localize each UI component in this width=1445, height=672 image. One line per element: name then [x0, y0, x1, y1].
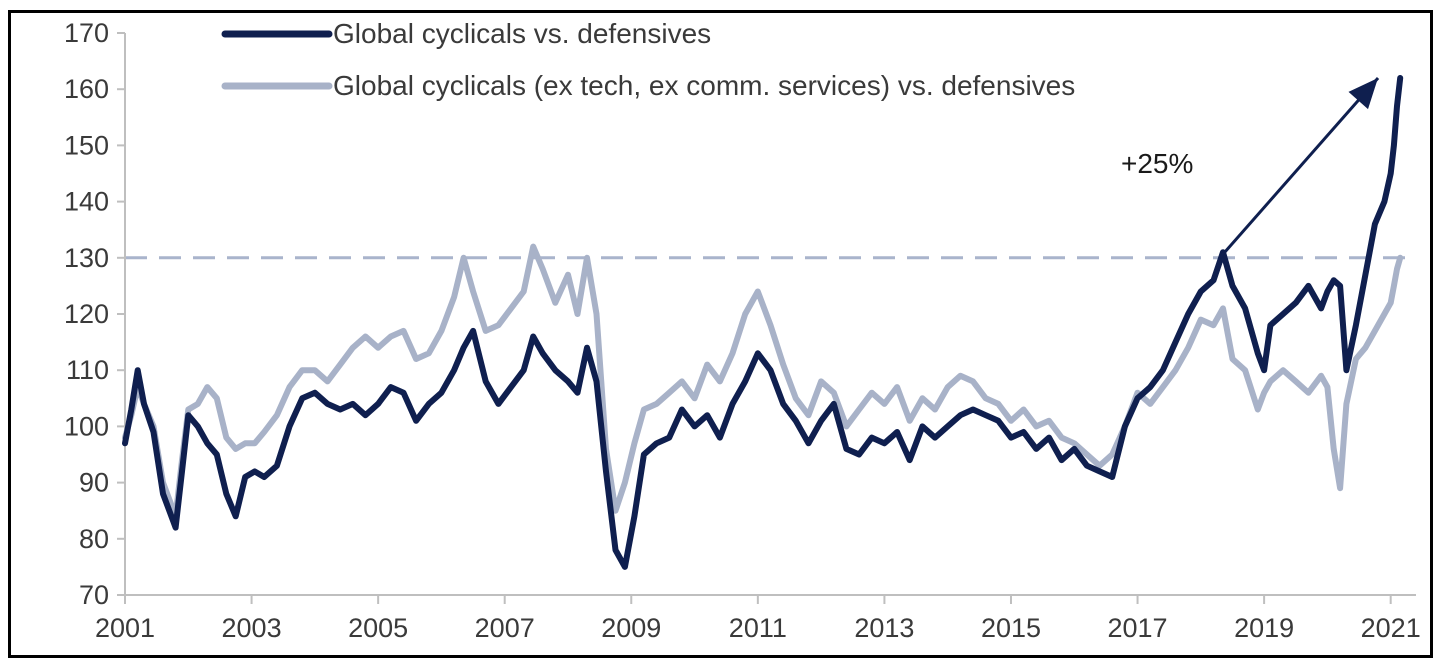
y-tick-label: 140 — [64, 187, 109, 217]
x-tick-label: 2019 — [1234, 613, 1294, 643]
x-tick-label: 2013 — [854, 613, 914, 643]
x-tick-label: 2009 — [601, 613, 661, 643]
y-tick-label: 100 — [64, 411, 109, 441]
y-tick-label: 130 — [64, 243, 109, 273]
x-tick-label: 2017 — [1108, 613, 1168, 643]
series-layer — [122, 75, 1404, 570]
y-tick-label: 150 — [64, 130, 109, 160]
annotation-arrow-shaft — [1218, 76, 1380, 259]
legend-label-series-1: Global cyclicals vs. defensives — [333, 18, 711, 49]
y-tick-label: 120 — [64, 299, 109, 329]
line-chart: 70 80 90 100 110 120 130 140 150 160 170 2001 2003 20… — [64, 18, 1421, 643]
annotation-label: +25% — [1121, 148, 1193, 179]
legend-label-series-2: Global cyclicals (ex tech, ex comm. serv… — [333, 70, 1075, 101]
y-tick-label: 110 — [66, 355, 109, 385]
x-tick-label: 2015 — [981, 613, 1041, 643]
x-tick-label: 2005 — [348, 613, 408, 643]
series-line-2 — [122, 243, 1404, 520]
x-tick-label: 2001 — [95, 613, 155, 643]
y-tick-label: 70 — [79, 580, 109, 610]
legend: Global cyclicals vs. defensives Global c… — [221, 18, 1075, 101]
y-tick-label: 90 — [79, 468, 109, 498]
x-tick-label: 2021 — [1361, 613, 1421, 643]
chart-frame: 70 80 90 100 110 120 130 140 150 160 170 2001 2003 20… — [8, 10, 1433, 658]
annotation-arrow-head — [1348, 78, 1378, 110]
y-tick-label: 80 — [79, 524, 109, 554]
annotation-layer: +25% — [1121, 76, 1380, 259]
axes: 70 80 90 100 110 120 130 140 150 160 170 2001 2003 20… — [64, 18, 1421, 643]
x-tick-label: 2003 — [222, 613, 282, 643]
y-tick-label: 160 — [64, 74, 109, 104]
x-tick-label: 2007 — [475, 613, 535, 643]
x-tick-label: 2011 — [729, 613, 787, 643]
y-tick-label: 170 — [64, 18, 109, 48]
series-line-1 — [122, 75, 1404, 570]
